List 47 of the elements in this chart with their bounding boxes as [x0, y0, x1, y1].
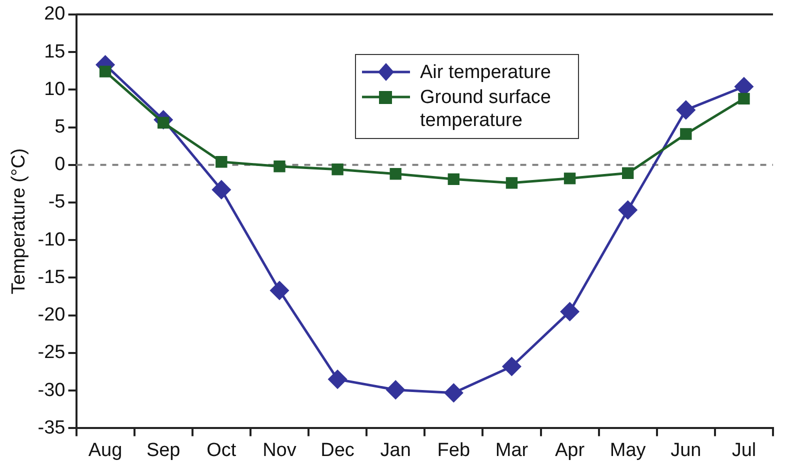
x-tick-label: Nov [262, 440, 297, 461]
point [390, 168, 402, 180]
point [444, 384, 463, 402]
x-tick-label: May [610, 440, 646, 461]
y-tick-label: 0 [54, 154, 66, 176]
y-tick-label: -5 [48, 192, 66, 213]
point [738, 92, 750, 105]
point [676, 100, 696, 120]
y-tick-label: 20 [44, 4, 66, 25]
legend-label: Air temperature [420, 61, 552, 84]
legend-label: Ground surface temperature [420, 86, 552, 132]
y-tick-label: 10 [44, 78, 66, 100]
y-axis-title: Temperature (°C) [8, 148, 30, 294]
y-tick-label: 5 [54, 116, 66, 138]
x-tick-label: Jun [670, 440, 702, 461]
y-tick-label: -20 [38, 304, 66, 326]
y-tick-label: 15 [44, 41, 66, 62]
point [328, 370, 347, 389]
point [618, 200, 638, 220]
point [332, 164, 344, 176]
point [212, 180, 231, 199]
point [270, 281, 289, 300]
x-tick-label: Feb [437, 440, 470, 461]
point [622, 167, 634, 179]
point [448, 173, 460, 186]
point [502, 357, 521, 376]
point [564, 172, 576, 184]
point [216, 156, 228, 168]
y-tick-label: -30 [38, 380, 66, 401]
point [386, 380, 405, 400]
x-tick-label: Apr [554, 440, 586, 461]
x-tick-label: Aug [88, 440, 122, 461]
x-tick-label: Mar [495, 440, 529, 461]
y-tick-label: -10 [38, 229, 66, 250]
point [274, 160, 286, 172]
point [506, 177, 518, 189]
point [560, 302, 580, 321]
x-tick-label: Jan [380, 440, 411, 461]
x-tick-label: Jul [732, 440, 756, 461]
x-tick-label: Sep [146, 440, 180, 461]
point [99, 66, 112, 78]
y-tick-label: -35 [38, 417, 66, 438]
y-tick-label: -15 [38, 266, 66, 288]
y-tick-label: -25 [38, 342, 66, 364]
x-tick-label: Oct [206, 440, 237, 461]
point [680, 128, 692, 140]
x-tick-label: Dec [320, 440, 354, 461]
